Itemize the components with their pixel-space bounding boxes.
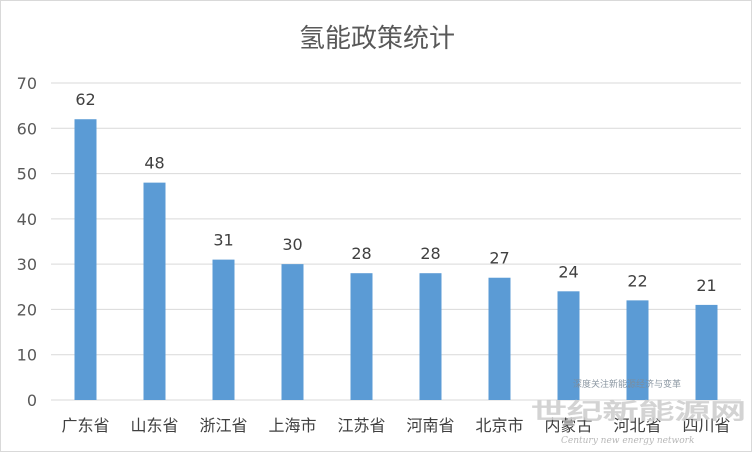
x-tick-label: 江苏省 — [337, 416, 385, 435]
bar — [626, 300, 649, 400]
x-tick-label: 内蒙古 — [544, 416, 592, 435]
x-tick-label: 山东省 — [130, 416, 178, 435]
data-label: 30 — [282, 235, 302, 254]
data-label: 28 — [351, 244, 371, 263]
data-labels: 62 48 31 30 28 28 27 24 22 21 — [75, 90, 716, 295]
bar — [350, 273, 373, 400]
y-tick-label: 10 — [17, 346, 37, 365]
x-tick-label: 北京市 — [475, 416, 523, 435]
data-label: 21 — [696, 276, 716, 295]
data-label: 48 — [144, 154, 164, 173]
chart-title: 氢能政策统计 — [299, 24, 455, 54]
x-tick-label: 广东省 — [61, 416, 109, 435]
data-label: 24 — [558, 262, 578, 281]
data-label: 22 — [627, 271, 647, 290]
watermark-name: 世纪新能源网 — [531, 399, 746, 425]
x-axis-labels: 广东省 山东省 浙江省 上海市 江苏省 河南省 北京市 内蒙古 河北省 四川省 — [61, 416, 730, 435]
x-tick-label: 浙江省 — [199, 416, 247, 435]
bars — [74, 119, 718, 400]
bar — [488, 277, 511, 400]
bar — [212, 259, 235, 400]
x-tick-label: 上海市 — [268, 416, 316, 435]
data-label: 62 — [75, 90, 95, 109]
watermark-tagline: 深度关注新能源经济与变革 — [573, 378, 681, 390]
bar — [143, 182, 166, 400]
x-tick-label: 河北省 — [613, 416, 661, 435]
bar — [419, 273, 442, 400]
y-tick-label: 30 — [17, 255, 37, 274]
watermark: 深度关注新能源经济与变革 世纪新能源网 Century new energy n… — [531, 378, 746, 446]
x-tick-label: 河南省 — [406, 416, 454, 435]
y-axis-ticks: 0 10 20 30 40 50 60 70 — [17, 74, 37, 410]
y-tick-label: 50 — [17, 165, 37, 184]
y-tick-label: 60 — [17, 119, 37, 138]
gridlines — [51, 82, 741, 401]
watermark-name-en: Century new energy network — [561, 436, 694, 446]
y-tick-label: 0 — [27, 391, 37, 410]
y-tick-label: 40 — [17, 210, 37, 229]
data-label: 28 — [420, 244, 440, 263]
y-tick-label: 20 — [17, 300, 37, 319]
data-label: 31 — [213, 231, 233, 250]
bar — [695, 304, 718, 400]
data-label: 27 — [489, 249, 509, 268]
bar — [281, 264, 304, 400]
bar — [74, 119, 97, 400]
bar — [557, 291, 580, 400]
x-tick-label: 四川省 — [682, 416, 730, 435]
y-tick-label: 70 — [17, 74, 37, 93]
